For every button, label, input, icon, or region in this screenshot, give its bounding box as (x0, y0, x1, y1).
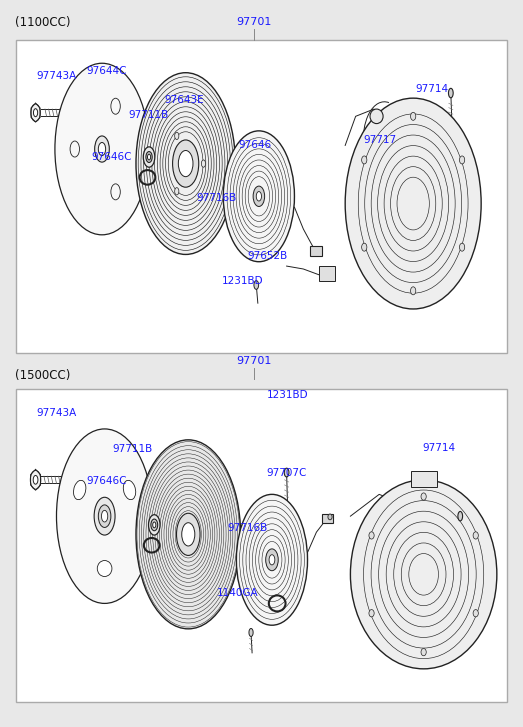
Ellipse shape (153, 522, 156, 528)
Ellipse shape (473, 532, 479, 539)
Ellipse shape (345, 98, 481, 309)
Ellipse shape (253, 186, 265, 206)
Ellipse shape (31, 104, 40, 121)
Bar (411, 471, 437, 487)
Ellipse shape (149, 515, 160, 535)
Ellipse shape (147, 154, 151, 160)
Ellipse shape (361, 156, 367, 164)
Ellipse shape (458, 512, 462, 521)
Ellipse shape (98, 142, 106, 156)
Ellipse shape (460, 244, 465, 252)
Ellipse shape (33, 475, 38, 484)
Text: 97652B: 97652B (247, 251, 288, 261)
Ellipse shape (421, 493, 426, 500)
Ellipse shape (460, 156, 465, 164)
Ellipse shape (175, 188, 179, 195)
Ellipse shape (285, 468, 289, 477)
Bar (322, 514, 333, 523)
Ellipse shape (123, 481, 135, 499)
Ellipse shape (223, 131, 294, 262)
Text: 97743A: 97743A (37, 408, 77, 418)
Ellipse shape (370, 109, 383, 124)
Text: 1231BD: 1231BD (222, 276, 264, 286)
Ellipse shape (136, 440, 241, 629)
Bar (319, 266, 335, 281)
Ellipse shape (421, 648, 426, 656)
Ellipse shape (254, 281, 258, 289)
Bar (16, 40, 507, 353)
Ellipse shape (182, 523, 195, 546)
Ellipse shape (176, 513, 200, 555)
Ellipse shape (236, 494, 308, 625)
Text: 97646: 97646 (238, 140, 271, 150)
Ellipse shape (201, 160, 206, 167)
Ellipse shape (178, 150, 193, 177)
Text: 97714: 97714 (416, 84, 449, 94)
Ellipse shape (33, 109, 38, 117)
Ellipse shape (143, 147, 155, 167)
Text: (1500CC): (1500CC) (15, 369, 70, 382)
Ellipse shape (361, 244, 367, 252)
Ellipse shape (449, 89, 453, 98)
Text: 97716B: 97716B (228, 523, 268, 533)
Text: 1140GA: 1140GA (217, 587, 259, 598)
Ellipse shape (369, 609, 374, 616)
Ellipse shape (70, 141, 79, 157)
Ellipse shape (55, 63, 149, 235)
Ellipse shape (151, 519, 157, 531)
Bar (16, 389, 507, 702)
Ellipse shape (269, 555, 275, 565)
Ellipse shape (74, 481, 86, 499)
Ellipse shape (98, 505, 111, 528)
Text: 97714: 97714 (423, 443, 456, 453)
Text: 97701: 97701 (236, 17, 271, 27)
Ellipse shape (256, 191, 262, 201)
Text: 1231BD: 1231BD (267, 390, 309, 401)
Text: 97711B: 97711B (112, 444, 153, 454)
Ellipse shape (350, 480, 497, 669)
Ellipse shape (411, 287, 416, 295)
Ellipse shape (101, 510, 108, 522)
Text: (1100CC): (1100CC) (15, 16, 70, 29)
Ellipse shape (95, 136, 109, 162)
Text: 97711B: 97711B (128, 110, 168, 120)
Ellipse shape (136, 73, 235, 254)
Ellipse shape (369, 532, 374, 539)
Text: 97644C: 97644C (86, 65, 127, 76)
Text: 97643E: 97643E (165, 95, 204, 105)
Ellipse shape (249, 628, 253, 637)
Text: 97717: 97717 (363, 134, 396, 145)
Text: 97701: 97701 (236, 356, 271, 366)
Ellipse shape (97, 561, 112, 577)
Ellipse shape (411, 112, 416, 121)
Ellipse shape (328, 514, 332, 520)
Text: 97646C: 97646C (86, 476, 127, 486)
Text: 97716B: 97716B (196, 193, 236, 203)
Ellipse shape (56, 429, 153, 603)
Ellipse shape (146, 151, 152, 162)
Ellipse shape (473, 609, 479, 617)
Ellipse shape (111, 184, 120, 200)
Ellipse shape (266, 549, 278, 571)
Text: 97707C: 97707C (267, 467, 307, 478)
Ellipse shape (94, 497, 115, 535)
Ellipse shape (111, 98, 120, 114)
Bar (310, 246, 322, 256)
Ellipse shape (175, 132, 179, 140)
Text: 97646C: 97646C (92, 152, 132, 162)
Ellipse shape (173, 140, 199, 187)
Ellipse shape (30, 470, 41, 489)
Text: 97743A: 97743A (37, 71, 77, 81)
